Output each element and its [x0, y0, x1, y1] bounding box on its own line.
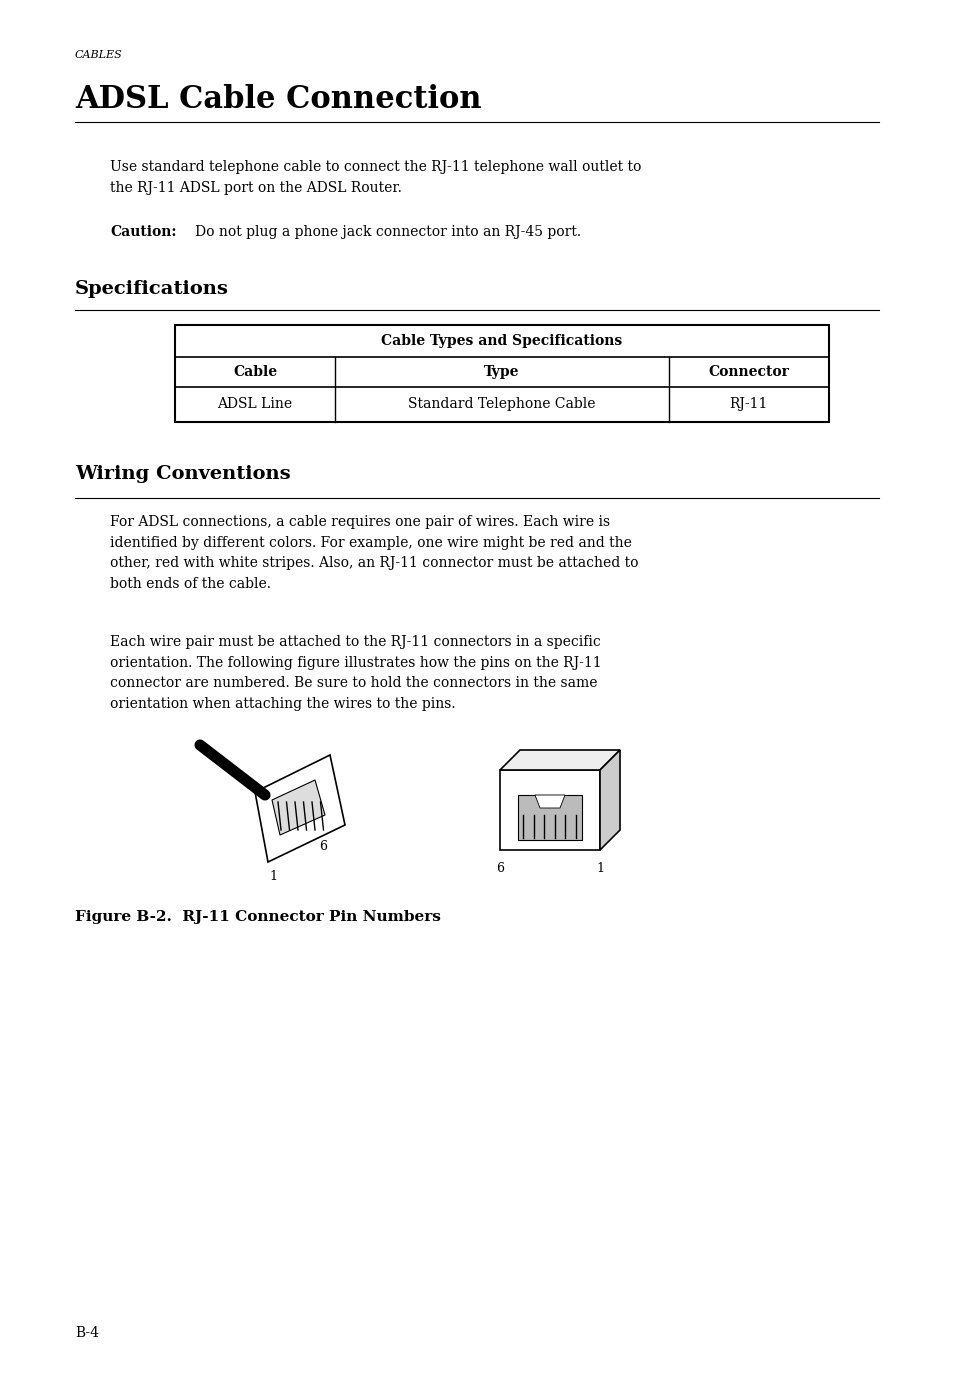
Polygon shape [517, 795, 581, 840]
Polygon shape [599, 750, 619, 849]
Bar [174, 325, 828, 422]
Polygon shape [254, 755, 345, 862]
Text: Figure B-2.  RJ-11 Connector Pin Numbers: Figure B-2. RJ-11 Connector Pin Numbers [75, 911, 440, 924]
Text: Specifications: Specifications [75, 280, 229, 298]
Text: CABLES: CABLES [75, 50, 123, 60]
Text: 1: 1 [269, 870, 276, 883]
Polygon shape [535, 795, 564, 808]
Text: For ADSL connections, a cable requires one pair of wires. Each wire is
identifie: For ADSL connections, a cable requires o… [110, 515, 638, 591]
Polygon shape [272, 780, 325, 836]
Text: RJ-11: RJ-11 [729, 397, 767, 411]
Text: Connector: Connector [708, 365, 788, 379]
Text: B-4: B-4 [75, 1326, 99, 1339]
Text: Cable Types and Specifications: Cable Types and Specifications [381, 335, 622, 348]
Text: Caution:: Caution: [110, 225, 176, 239]
Text: Cable: Cable [233, 365, 277, 379]
Polygon shape [499, 770, 599, 849]
Polygon shape [499, 750, 619, 770]
Text: ADSL Cable Connection: ADSL Cable Connection [75, 85, 481, 115]
Text: ADSL Line: ADSL Line [217, 397, 293, 411]
Text: 6: 6 [318, 840, 327, 854]
Text: 1: 1 [596, 862, 603, 874]
Text: Do not plug a phone jack connector into an RJ-45 port.: Do not plug a phone jack connector into … [182, 225, 580, 239]
Text: Wiring Conventions: Wiring Conventions [75, 465, 291, 483]
Text: Each wire pair must be attached to the RJ-11 connectors in a specific
orientatio: Each wire pair must be attached to the R… [110, 634, 601, 711]
Text: Type: Type [484, 365, 519, 379]
Text: 6: 6 [496, 862, 503, 874]
Text: Use standard telephone cable to connect the RJ-11 telephone wall outlet to
the R: Use standard telephone cable to connect … [110, 160, 640, 194]
Text: Standard Telephone Cable: Standard Telephone Cable [408, 397, 595, 411]
